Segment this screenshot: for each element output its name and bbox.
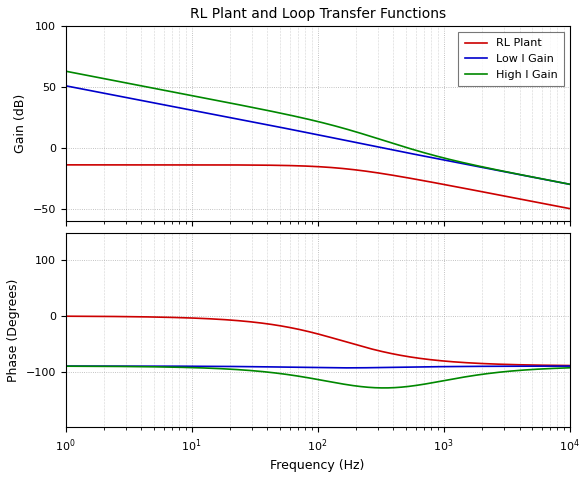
X-axis label: Frequency (Hz): Frequency (Hz) — [271, 459, 365, 472]
Y-axis label: Gain (dB): Gain (dB) — [14, 94, 27, 153]
Legend: RL Plant, Low I Gain, High I Gain: RL Plant, Low I Gain, High I Gain — [458, 32, 564, 86]
Title: RL Plant and Loop Transfer Functions: RL Plant and Loop Transfer Functions — [190, 7, 446, 21]
Y-axis label: Phase (Degrees): Phase (Degrees) — [7, 278, 20, 382]
